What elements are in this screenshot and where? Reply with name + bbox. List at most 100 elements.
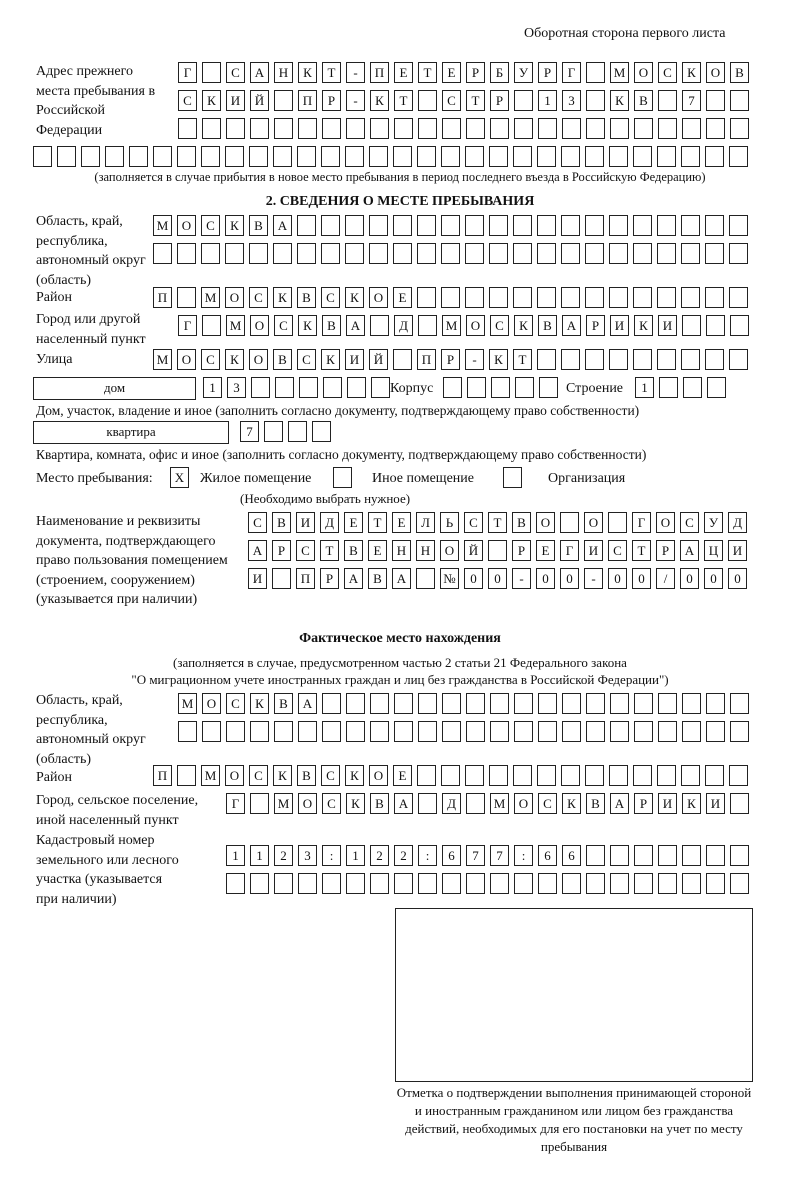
cadastral-cell[interactable] [490, 873, 509, 894]
actual-city-cell[interactable]: В [586, 793, 605, 814]
actual-region-cell[interactable] [322, 693, 341, 714]
actual-city-cell[interactable]: А [394, 793, 413, 814]
doc-cell[interactable]: № [440, 568, 459, 589]
region-cell[interactable] [417, 215, 436, 236]
actual-region-cell[interactable] [466, 721, 485, 742]
prev-address-cell[interactable] [633, 146, 652, 167]
region-cell[interactable] [345, 243, 364, 264]
region-cell[interactable] [729, 243, 748, 264]
actual-region-cell[interactable]: В [274, 693, 293, 714]
actual-city-cell[interactable]: Д [442, 793, 461, 814]
cadastral-cell[interactable]: 7 [490, 845, 509, 866]
prev-address-cell[interactable] [610, 118, 629, 139]
cadastral-cell[interactable]: : [514, 845, 533, 866]
cadastral-cell[interactable] [682, 845, 701, 866]
district-cell[interactable] [177, 287, 196, 308]
doc-cell[interactable]: С [296, 540, 315, 561]
district-cell[interactable]: М [201, 287, 220, 308]
prev-address-cell[interactable]: Е [442, 62, 461, 83]
prev-address-cell[interactable] [562, 118, 581, 139]
region-cell[interactable]: О [177, 215, 196, 236]
prev-address-cell[interactable] [369, 146, 388, 167]
prev-address-cell[interactable]: А [250, 62, 269, 83]
city-cell[interactable]: А [562, 315, 581, 336]
doc-cell[interactable] [416, 568, 435, 589]
doc-cell[interactable]: Р [272, 540, 291, 561]
prev-address-cell[interactable]: Т [418, 62, 437, 83]
doc-cell[interactable]: - [584, 568, 603, 589]
region-cell[interactable] [369, 215, 388, 236]
city-cell[interactable]: О [250, 315, 269, 336]
prev-address-cell[interactable] [274, 118, 293, 139]
doc-cell[interactable]: О [584, 512, 603, 533]
doc-cell[interactable]: / [656, 568, 675, 589]
city-cell[interactable] [706, 315, 725, 336]
doc-cell[interactable]: А [248, 540, 267, 561]
actual-region-cell[interactable]: О [202, 693, 221, 714]
prev-address-cell[interactable]: Г [178, 62, 197, 83]
stay-checkbox-organization[interactable] [503, 467, 522, 488]
district-cell[interactable] [633, 287, 652, 308]
prev-address-cell[interactable]: М [610, 62, 629, 83]
cadastral-cell[interactable] [514, 873, 533, 894]
actual-district-cell[interactable]: В [297, 765, 316, 786]
doc-cell[interactable]: Н [392, 540, 411, 561]
doc-cell[interactable]: В [512, 512, 531, 533]
actual-city-cell[interactable]: К [682, 793, 701, 814]
actual-region-cell[interactable] [490, 721, 509, 742]
cadastral-cell[interactable] [370, 873, 389, 894]
prev-address-cell[interactable] [634, 118, 653, 139]
prev-address-cell[interactable]: С [442, 90, 461, 111]
cadastral-cell[interactable]: 3 [298, 845, 317, 866]
prev-address-cell[interactable]: П [298, 90, 317, 111]
prev-address-cell[interactable]: С [178, 90, 197, 111]
actual-region-cell[interactable] [394, 721, 413, 742]
region-cell[interactable]: С [201, 215, 220, 236]
prev-address-cell[interactable] [706, 118, 725, 139]
actual-region-cell[interactable] [178, 721, 197, 742]
doc-cell[interactable]: Т [320, 540, 339, 561]
actual-district-cell[interactable] [681, 765, 700, 786]
prev-address-cell[interactable] [658, 90, 677, 111]
house-type-field[interactable]: дом [33, 377, 196, 400]
cadastral-cell[interactable] [610, 845, 629, 866]
doc-cell[interactable]: А [680, 540, 699, 561]
doc-cell[interactable]: 0 [632, 568, 651, 589]
actual-region-cell[interactable] [442, 693, 461, 714]
prev-address-cell[interactable] [178, 118, 197, 139]
doc-cell[interactable]: Й [464, 540, 483, 561]
city-cell[interactable]: С [490, 315, 509, 336]
actual-city-cell[interactable]: К [346, 793, 365, 814]
city-cell[interactable]: В [322, 315, 341, 336]
korpus-cell[interactable] [467, 377, 486, 398]
doc-cell[interactable]: Е [368, 540, 387, 561]
prev-address-cell[interactable]: Й [250, 90, 269, 111]
cadastral-cell[interactable] [706, 873, 725, 894]
prev-address-cell[interactable]: Б [490, 62, 509, 83]
cadastral-cell[interactable] [226, 873, 245, 894]
prev-address-cell[interactable] [393, 146, 412, 167]
street-cell[interactable] [609, 349, 628, 370]
actual-city-cell[interactable]: В [370, 793, 389, 814]
doc-cell[interactable]: Т [368, 512, 387, 533]
prev-address-cell[interactable] [513, 146, 532, 167]
actual-city-cell[interactable] [466, 793, 485, 814]
street-cell[interactable]: К [489, 349, 508, 370]
doc-cell[interactable]: 0 [488, 568, 507, 589]
region-cell[interactable]: К [225, 215, 244, 236]
street-cell[interactable] [561, 349, 580, 370]
cadastral-cell[interactable] [610, 873, 629, 894]
region-cell[interactable] [657, 243, 676, 264]
actual-district-cell[interactable] [561, 765, 580, 786]
cadastral-cell[interactable] [706, 845, 725, 866]
region-cell[interactable] [465, 243, 484, 264]
actual-district-cell[interactable] [657, 765, 676, 786]
actual-region-cell[interactable] [442, 721, 461, 742]
cadastral-cell[interactable] [730, 845, 749, 866]
prev-address-cell[interactable] [730, 90, 749, 111]
prev-address-cell[interactable] [201, 146, 220, 167]
street-cell[interactable]: С [201, 349, 220, 370]
region-cell[interactable] [633, 215, 652, 236]
city-cell[interactable]: О [466, 315, 485, 336]
actual-city-cell[interactable]: М [490, 793, 509, 814]
